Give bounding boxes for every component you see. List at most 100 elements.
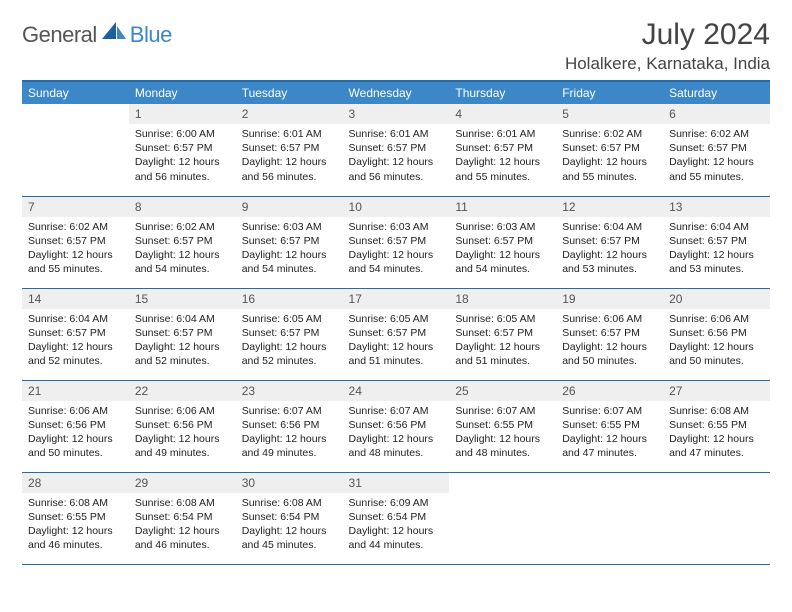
day-number: 13: [663, 197, 770, 217]
calendar-day-cell: 25Sunrise: 6:07 AMSunset: 6:55 PMDayligh…: [449, 380, 556, 472]
day-line: Daylight: 12 hours and 56 minutes.: [242, 155, 337, 183]
calendar-day-cell: 7Sunrise: 6:02 AMSunset: 6:57 PMDaylight…: [22, 196, 129, 288]
day-body: Sunrise: 6:05 AMSunset: 6:57 PMDaylight:…: [449, 309, 556, 373]
day-body: Sunrise: 6:05 AMSunset: 6:57 PMDaylight:…: [236, 309, 343, 373]
day-line: Sunset: 6:56 PM: [135, 418, 230, 432]
day-line: Sunrise: 6:07 AM: [349, 404, 444, 418]
calendar-day-cell: 28Sunrise: 6:08 AMSunset: 6:55 PMDayligh…: [22, 472, 129, 564]
day-line: Sunset: 6:57 PM: [455, 234, 550, 248]
day-line: Daylight: 12 hours and 51 minutes.: [455, 340, 550, 368]
day-line: Daylight: 12 hours and 47 minutes.: [669, 432, 764, 460]
day-line: Sunrise: 6:03 AM: [455, 220, 550, 234]
day-line: Daylight: 12 hours and 53 minutes.: [669, 248, 764, 276]
day-body: Sunrise: 6:04 AMSunset: 6:57 PMDaylight:…: [556, 217, 663, 281]
day-line: Sunrise: 6:05 AM: [455, 312, 550, 326]
day-line: Sunset: 6:55 PM: [669, 418, 764, 432]
calendar-page: General Blue July 2024 Holalkere, Karnat…: [0, 0, 792, 575]
calendar-day-cell: [22, 104, 129, 196]
calendar-day-cell: 4Sunrise: 6:01 AMSunset: 6:57 PMDaylight…: [449, 104, 556, 196]
day-number: 30: [236, 473, 343, 493]
day-line: Sunset: 6:57 PM: [28, 326, 123, 340]
day-line: Sunrise: 6:00 AM: [135, 127, 230, 141]
day-line: Sunset: 6:57 PM: [135, 326, 230, 340]
weekday-header: Saturday: [663, 81, 770, 104]
day-line: Sunrise: 6:01 AM: [242, 127, 337, 141]
day-body: Sunrise: 6:04 AMSunset: 6:57 PMDaylight:…: [129, 309, 236, 373]
weekday-header: Thursday: [449, 81, 556, 104]
day-line: Sunset: 6:57 PM: [349, 141, 444, 155]
day-body: Sunrise: 6:07 AMSunset: 6:55 PMDaylight:…: [556, 401, 663, 465]
day-line: Daylight: 12 hours and 56 minutes.: [135, 155, 230, 183]
calendar-day-cell: 22Sunrise: 6:06 AMSunset: 6:56 PMDayligh…: [129, 380, 236, 472]
day-line: Sunset: 6:57 PM: [562, 141, 657, 155]
day-line: Sunrise: 6:06 AM: [669, 312, 764, 326]
day-body: Sunrise: 6:00 AMSunset: 6:57 PMDaylight:…: [129, 124, 236, 188]
day-line: Daylight: 12 hours and 55 minutes.: [669, 155, 764, 183]
day-number: 15: [129, 289, 236, 309]
day-body: Sunrise: 6:07 AMSunset: 6:55 PMDaylight:…: [449, 401, 556, 465]
day-line: Daylight: 12 hours and 50 minutes.: [562, 340, 657, 368]
day-line: Sunset: 6:57 PM: [135, 234, 230, 248]
calendar-day-cell: [556, 472, 663, 564]
day-line: Sunset: 6:57 PM: [349, 326, 444, 340]
calendar-week-row: 28Sunrise: 6:08 AMSunset: 6:55 PMDayligh…: [22, 472, 770, 564]
day-line: Daylight: 12 hours and 45 minutes.: [242, 524, 337, 552]
day-number: 10: [343, 197, 450, 217]
day-line: Sunrise: 6:08 AM: [28, 496, 123, 510]
day-line: Sunset: 6:57 PM: [28, 234, 123, 248]
day-line: Sunrise: 6:05 AM: [349, 312, 444, 326]
day-number: 19: [556, 289, 663, 309]
day-line: Sunset: 6:57 PM: [455, 141, 550, 155]
day-line: Sunset: 6:54 PM: [242, 510, 337, 524]
day-number: 28: [22, 473, 129, 493]
brand-logo: General Blue: [22, 22, 172, 48]
calendar-week-row: 7Sunrise: 6:02 AMSunset: 6:57 PMDaylight…: [22, 196, 770, 288]
day-number: 12: [556, 197, 663, 217]
day-body: Sunrise: 6:02 AMSunset: 6:57 PMDaylight:…: [663, 124, 770, 188]
day-line: Sunrise: 6:07 AM: [455, 404, 550, 418]
day-number: 31: [343, 473, 450, 493]
day-body: Sunrise: 6:03 AMSunset: 6:57 PMDaylight:…: [343, 217, 450, 281]
day-body: Sunrise: 6:03 AMSunset: 6:57 PMDaylight:…: [236, 217, 343, 281]
calendar-day-cell: 14Sunrise: 6:04 AMSunset: 6:57 PMDayligh…: [22, 288, 129, 380]
day-number: 11: [449, 197, 556, 217]
day-line: Sunset: 6:57 PM: [135, 141, 230, 155]
location-label: Holalkere, Karnataka, India: [565, 54, 770, 74]
day-line: Daylight: 12 hours and 51 minutes.: [349, 340, 444, 368]
calendar-day-cell: [663, 472, 770, 564]
calendar-day-cell: 19Sunrise: 6:06 AMSunset: 6:57 PMDayligh…: [556, 288, 663, 380]
day-line: Sunset: 6:57 PM: [242, 234, 337, 248]
calendar-day-cell: 15Sunrise: 6:04 AMSunset: 6:57 PMDayligh…: [129, 288, 236, 380]
calendar-day-cell: 27Sunrise: 6:08 AMSunset: 6:55 PMDayligh…: [663, 380, 770, 472]
day-body: Sunrise: 6:02 AMSunset: 6:57 PMDaylight:…: [129, 217, 236, 281]
calendar-day-cell: 2Sunrise: 6:01 AMSunset: 6:57 PMDaylight…: [236, 104, 343, 196]
day-number: 22: [129, 381, 236, 401]
day-line: Daylight: 12 hours and 50 minutes.: [669, 340, 764, 368]
calendar-day-cell: 13Sunrise: 6:04 AMSunset: 6:57 PMDayligh…: [663, 196, 770, 288]
day-number: 26: [556, 381, 663, 401]
day-body: Sunrise: 6:07 AMSunset: 6:56 PMDaylight:…: [343, 401, 450, 465]
day-line: Sunrise: 6:08 AM: [669, 404, 764, 418]
day-number: 16: [236, 289, 343, 309]
day-line: Sunrise: 6:08 AM: [242, 496, 337, 510]
day-number: 5: [556, 104, 663, 124]
day-line: Sunset: 6:57 PM: [242, 326, 337, 340]
day-body: Sunrise: 6:02 AMSunset: 6:57 PMDaylight:…: [22, 217, 129, 281]
calendar-week-row: 21Sunrise: 6:06 AMSunset: 6:56 PMDayligh…: [22, 380, 770, 472]
brand-text-1: General: [22, 22, 97, 48]
day-line: Daylight: 12 hours and 55 minutes.: [562, 155, 657, 183]
day-number: 21: [22, 381, 129, 401]
calendar-week-row: 14Sunrise: 6:04 AMSunset: 6:57 PMDayligh…: [22, 288, 770, 380]
day-line: Daylight: 12 hours and 55 minutes.: [28, 248, 123, 276]
day-body: Sunrise: 6:01 AMSunset: 6:57 PMDaylight:…: [449, 124, 556, 188]
day-line: Daylight: 12 hours and 52 minutes.: [135, 340, 230, 368]
day-number: 6: [663, 104, 770, 124]
calendar-day-cell: 10Sunrise: 6:03 AMSunset: 6:57 PMDayligh…: [343, 196, 450, 288]
day-body: Sunrise: 6:09 AMSunset: 6:54 PMDaylight:…: [343, 493, 450, 557]
day-body: Sunrise: 6:01 AMSunset: 6:57 PMDaylight:…: [236, 124, 343, 188]
day-line: Sunrise: 6:07 AM: [562, 404, 657, 418]
day-number: 8: [129, 197, 236, 217]
day-line: Daylight: 12 hours and 48 minutes.: [455, 432, 550, 460]
day-line: Sunrise: 6:01 AM: [349, 127, 444, 141]
day-line: Daylight: 12 hours and 56 minutes.: [349, 155, 444, 183]
